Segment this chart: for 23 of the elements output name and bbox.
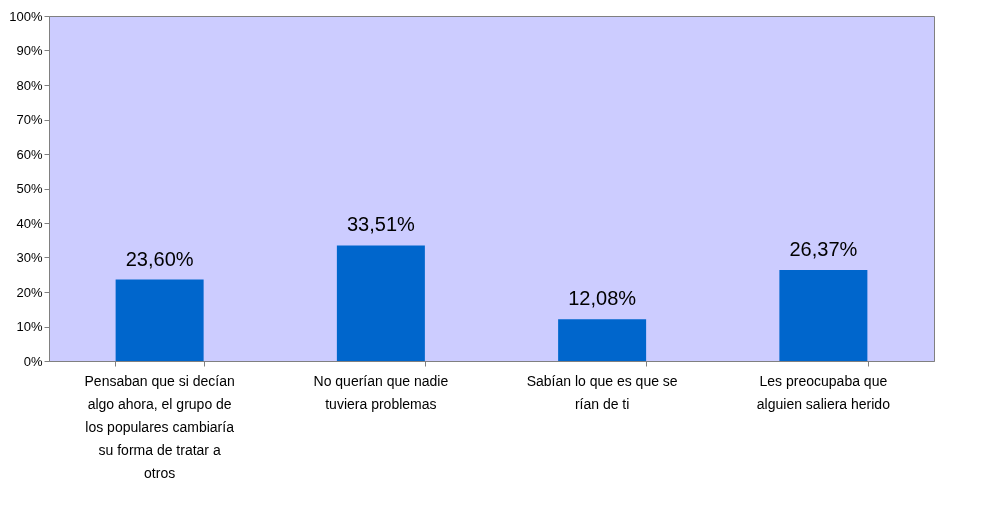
y-tick-label: 40% — [16, 215, 43, 231]
y-tick-label: 30% — [16, 250, 43, 265]
y-tick-label: 80% — [16, 77, 43, 93]
y-tick-label: 100% — [9, 8, 43, 24]
bar — [779, 270, 868, 361]
x-tick-label: Les preocupaba que alguien saliera herido — [756, 373, 891, 412]
y-tick-label: 10% — [16, 319, 43, 334]
data-label: 23,60% — [125, 247, 194, 270]
x-tick-label: Pensaban que si decían algo ahora, el grupo de los populares cambiaría su forma de tratar a otros — [84, 373, 235, 481]
x-tick-label: Sabían lo que es que se rían de ti — [526, 373, 678, 412]
data-label: 33,51% — [346, 213, 415, 236]
bar — [115, 279, 204, 361]
bar — [336, 245, 425, 361]
y-tick-label: 90% — [16, 43, 43, 58]
y-tick-label: 50% — [16, 181, 43, 196]
data-label: 26,37% — [789, 238, 858, 261]
x-tick-label: No querían que nadie tuviera problemas — [313, 373, 449, 412]
y-tick-label: 70% — [16, 112, 43, 127]
y-tick-label: 60% — [16, 146, 43, 162]
y-tick-label: 0% — [23, 353, 43, 369]
bar — [558, 319, 647, 361]
data-label: 12,08% — [568, 287, 637, 310]
y-tick-label: 20% — [16, 284, 43, 300]
